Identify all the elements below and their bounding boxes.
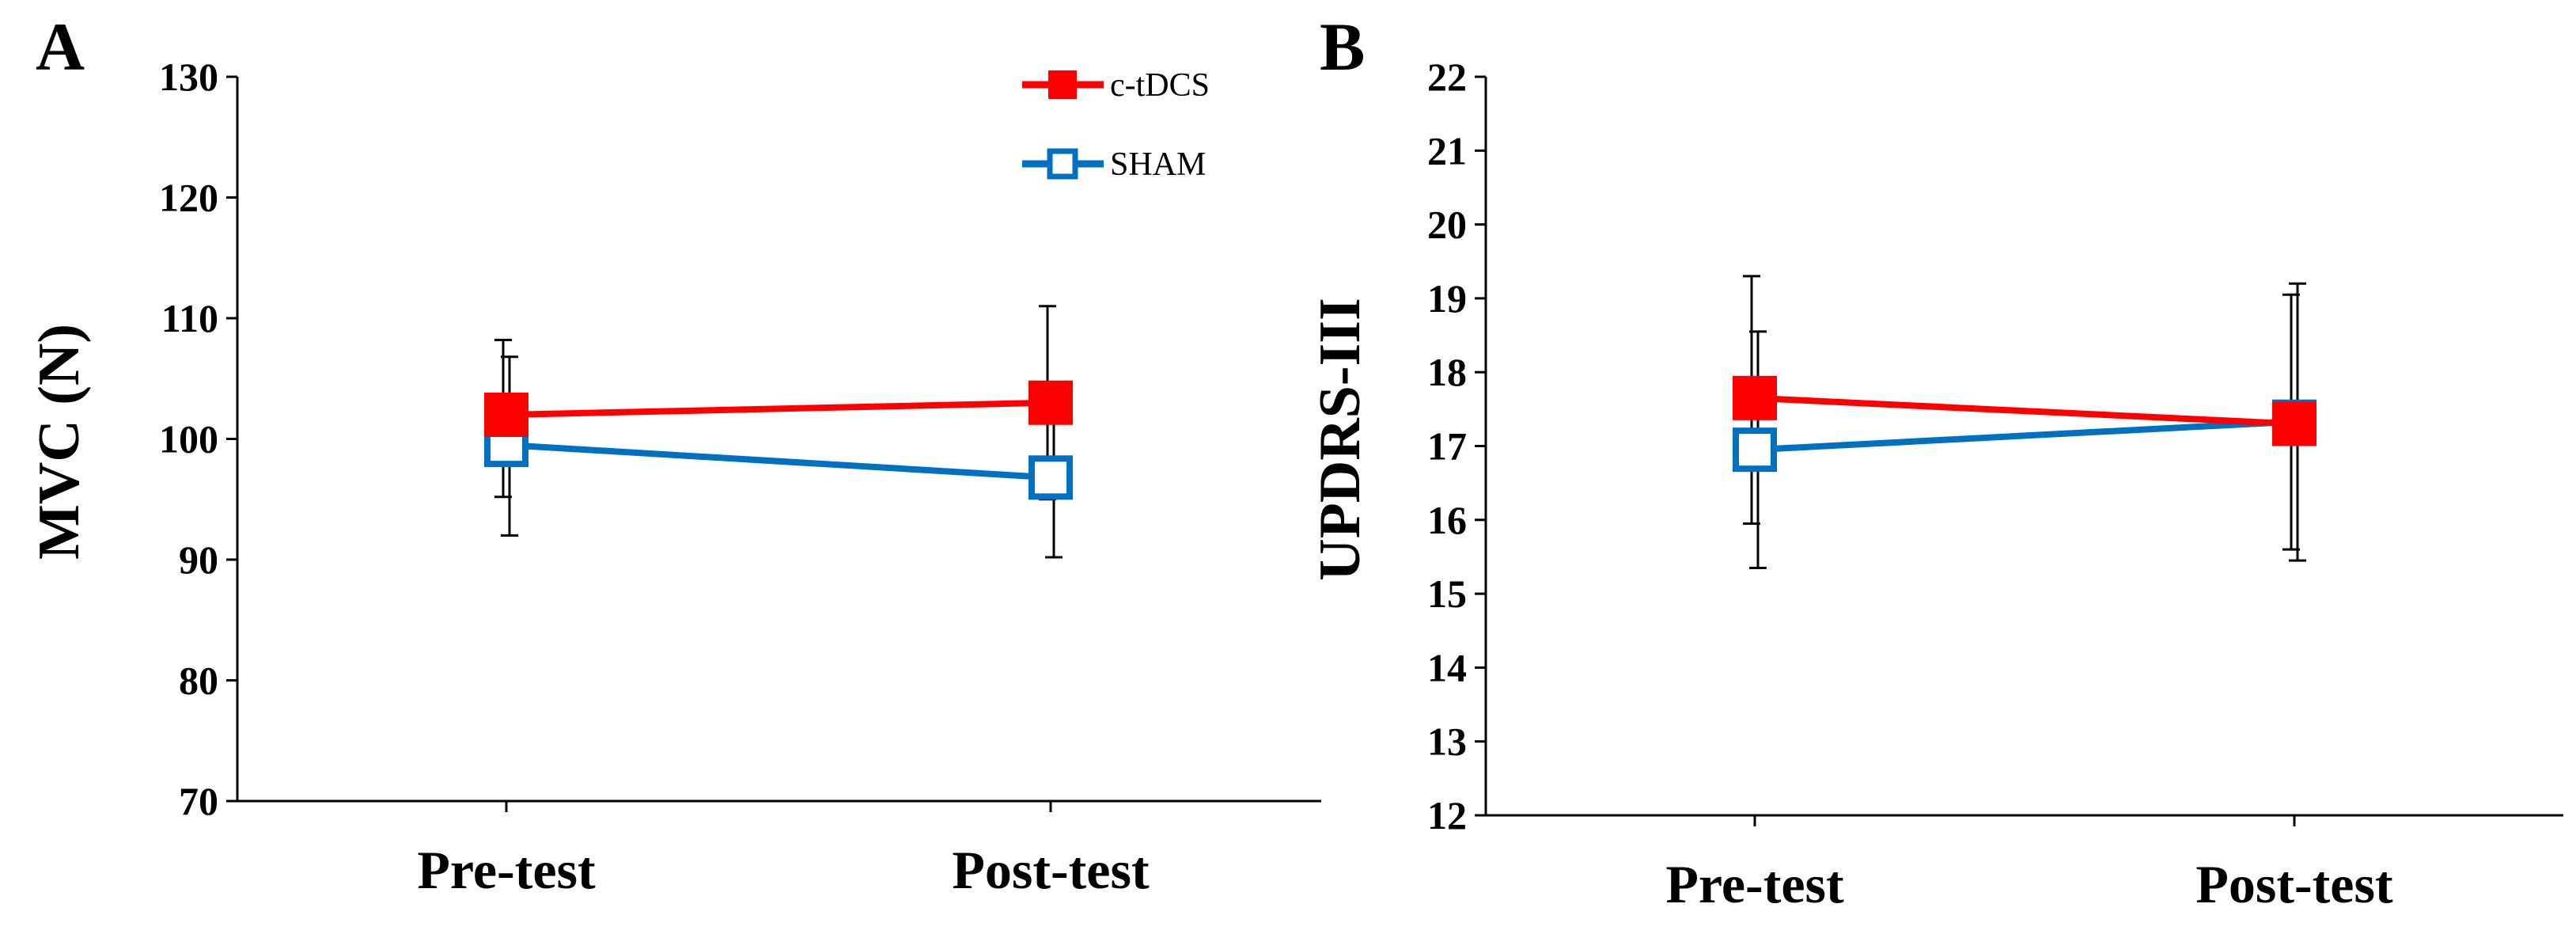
legend-marker-sham: [1047, 148, 1078, 180]
panel-b-y-axis-label: UPDRS-III: [1308, 298, 1373, 581]
panel-a-y-tick-label: 130: [159, 55, 218, 99]
panel-b-point-sham: [1733, 427, 1777, 473]
panel-a-point-c-tdcs: [1029, 380, 1073, 425]
panel-b-x-tick-label: Pre-test: [1665, 854, 1844, 914]
panel-b-point-c-tdcs: [1733, 375, 1777, 420]
panel-b-x-tick-label: Post-test: [2195, 854, 2393, 914]
panel-b-y-tick-label: 21: [1427, 128, 1467, 173]
panel-a-x-tick-label: Pre-test: [417, 840, 596, 900]
panel-b-y-tick-label: 12: [1427, 793, 1467, 837]
panel-b-series-line-sham: [1754, 418, 2295, 454]
panel-a-point-sham: [1029, 455, 1073, 500]
panel-b-axes: [1484, 77, 2563, 817]
panel-b-y-tick-label: 14: [1427, 645, 1467, 689]
legend: c-tDCS SHAM: [1022, 67, 1210, 183]
panel-a-x-tick-label: Post-test: [952, 840, 1150, 900]
panel-b: B UPDRS-III 12 13 14 15 16 17 18 19 20 21 22 Pre-te…: [1308, 9, 2563, 914]
panel-a-ticks: 70 80 90 100 110 120 130 Pre-test Post-test: [159, 55, 1150, 900]
panel-b-marks: [1733, 275, 2317, 569]
panel-a-y-tick-label: 110: [161, 296, 218, 340]
panel-a-y-tick-label: 120: [159, 176, 218, 220]
panel-a-series-line-sham: [506, 442, 1051, 481]
panel-a-y-tick-label: 70: [179, 779, 218, 823]
panel-b-ticks: 12 13 14 15 16 17 18 19 20 21 22 Pre-test Post-test: [1427, 55, 2393, 914]
panel-a-y-tick-label: 90: [179, 537, 218, 582]
panel-a-series-line-c-tdcs: [506, 399, 1051, 418]
panel-a-y-axis-label: MVC (N): [27, 324, 92, 560]
panel-b-label: B: [1320, 9, 1365, 85]
panel-b-y-tick-label: 19: [1427, 276, 1467, 321]
panel-a: A MVC (N) 70 80 90 100 110 120 130 Pre-test Post…: [27, 9, 1321, 900]
panel-a-point-c-tdcs: [484, 393, 528, 437]
panel-b-y-tick-label: 17: [1427, 424, 1467, 469]
legend-marker-c-tdcs: [1048, 70, 1077, 99]
panel-b-y-tick-label: 13: [1427, 720, 1467, 764]
panel-b-y-tick-label: 18: [1427, 350, 1467, 394]
panel-a-axes: [236, 77, 1321, 803]
panel-b-series-line-c-tdcs: [1754, 394, 2295, 427]
panel-b-point-c-tdcs: [2272, 401, 2317, 446]
panel-a-y-tick-label: 100: [159, 417, 218, 461]
panel-b-y-tick-label: 16: [1427, 498, 1467, 542]
panel-b-y-tick-label: 22: [1427, 55, 1467, 99]
panel-a-y-tick-label: 80: [179, 659, 218, 703]
panel-a-label: A: [36, 9, 85, 85]
legend-label-sham: SHAM: [1110, 146, 1206, 183]
panel-a-marks: [484, 305, 1073, 559]
panel-b-y-tick-label: 20: [1427, 203, 1467, 247]
panel-b-y-tick-label: 15: [1427, 572, 1467, 616]
legend-label-c-tdcs: c-tDCS: [1110, 67, 1210, 104]
